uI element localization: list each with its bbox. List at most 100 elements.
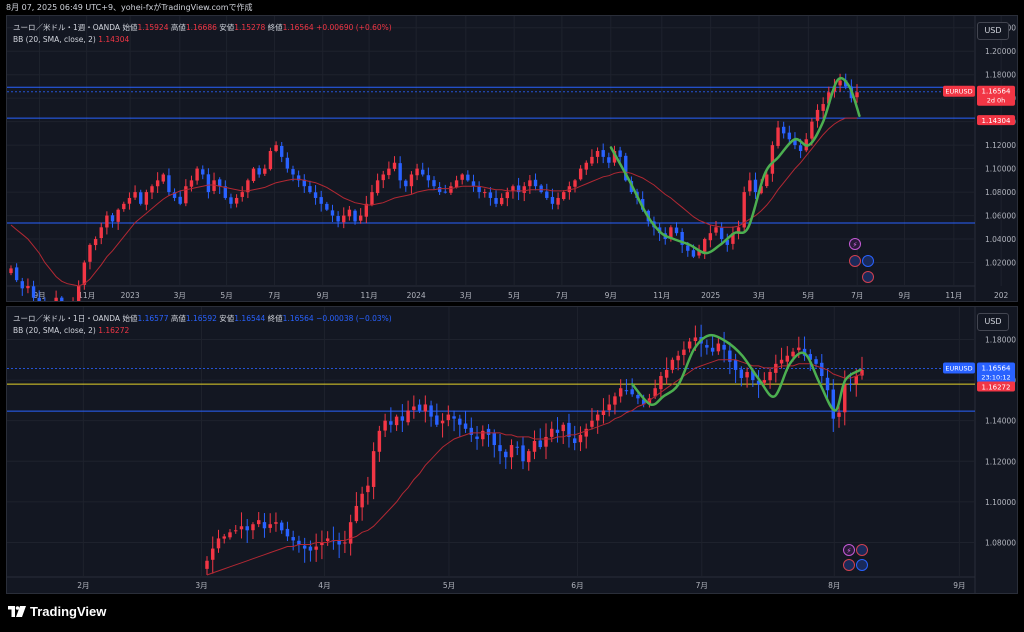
currency-button[interactable]: USD — [977, 313, 1009, 331]
candle — [680, 228, 684, 253]
candle-body — [556, 197, 560, 205]
candle — [331, 526, 336, 550]
candle — [539, 184, 543, 194]
daily-chart-pane[interactable]: 1.180001.160001.140001.120001.100001.080… — [6, 306, 1018, 594]
candle — [31, 280, 36, 301]
candle-body — [60, 297, 64, 301]
candle-body — [375, 180, 380, 194]
candle — [624, 152, 628, 182]
price-axis — [975, 16, 1017, 301]
candle-body — [211, 548, 215, 560]
candle — [471, 174, 476, 192]
daily-chart-canvas[interactable]: 1.180001.160001.140001.120001.100001.080… — [7, 307, 1017, 593]
candle — [601, 143, 605, 164]
candle-body — [432, 180, 436, 187]
candle-body — [590, 156, 594, 164]
candle-body — [201, 169, 205, 175]
candle-body — [714, 227, 718, 233]
candle-body — [239, 526, 244, 530]
candle — [533, 173, 538, 191]
candle — [595, 147, 600, 164]
candle — [486, 424, 491, 447]
candle-body — [664, 369, 669, 378]
candle — [26, 278, 30, 294]
candle-body — [406, 410, 410, 423]
legend-change: −0.00038 (−0.03%) — [316, 314, 392, 323]
candle — [432, 176, 436, 190]
candle — [110, 212, 115, 228]
price-tag-value: 1.16564 — [982, 88, 1011, 96]
candle — [624, 378, 629, 395]
candle — [521, 436, 525, 470]
candle — [584, 160, 588, 175]
candle-body — [440, 420, 445, 424]
candle — [498, 433, 502, 465]
candle — [475, 426, 479, 450]
candle — [337, 532, 341, 559]
candle — [404, 179, 408, 192]
price-tag-bg — [977, 362, 1015, 383]
candle-body — [745, 371, 749, 378]
candle — [99, 222, 103, 245]
candle-body — [458, 418, 462, 425]
candle — [325, 201, 329, 212]
bb-label: BB (20, SMA, close, 2) — [13, 326, 96, 335]
candle-body — [641, 399, 646, 405]
weekly-chart-pane[interactable]: 1.220001.200001.180001.160001.140001.120… — [6, 15, 1018, 302]
candle — [719, 222, 724, 246]
x-tick-label: 7月 — [268, 291, 280, 300]
candle — [381, 170, 385, 189]
candle-body — [353, 210, 357, 222]
candle — [682, 341, 686, 366]
currency-button[interactable]: USD — [977, 22, 1009, 40]
candle-body — [618, 150, 622, 157]
x-tick-label: 7月 — [556, 291, 568, 300]
candle-body — [708, 233, 713, 241]
x-tick-label: 5月 — [220, 291, 232, 300]
candle — [212, 172, 216, 195]
candle-body — [770, 145, 775, 174]
legend-close-value: 1.16564 — [282, 23, 314, 32]
candle-body — [640, 199, 645, 210]
candle — [184, 179, 188, 207]
candle — [172, 188, 177, 202]
candle-body — [291, 169, 295, 175]
y-tick-label: 1.18000 — [985, 335, 1016, 344]
candle — [72, 297, 74, 301]
candle — [195, 166, 199, 185]
candle — [330, 204, 335, 223]
candle-body — [240, 192, 244, 197]
candle-body — [550, 196, 555, 204]
candle-body — [155, 180, 160, 187]
candle — [854, 369, 858, 397]
candle-body — [412, 406, 416, 410]
candle-body — [578, 434, 583, 443]
candle — [860, 356, 864, 380]
candle-body — [116, 209, 120, 222]
candle-body — [212, 180, 216, 191]
weekly-chart-canvas[interactable]: 1.220001.200001.180001.160001.140001.120… — [7, 16, 1017, 301]
bb-basis-line — [206, 359, 863, 576]
candle-body — [358, 215, 363, 221]
candle-body — [423, 404, 428, 412]
candle — [60, 296, 64, 301]
candle — [144, 189, 149, 211]
candle — [133, 185, 137, 200]
candle-body — [172, 192, 177, 198]
candle-body — [245, 526, 249, 531]
candle — [590, 149, 594, 167]
candle — [653, 379, 657, 399]
candle — [463, 410, 468, 433]
legend-low-label: 安値 — [219, 314, 235, 323]
candle — [319, 190, 323, 212]
lightning-glyph: ⚡ — [853, 241, 858, 249]
candle — [88, 243, 92, 270]
x-tick-label: 3月 — [174, 291, 186, 300]
candle — [528, 175, 532, 194]
x-tick-label: 3月 — [753, 291, 765, 300]
candle-body — [624, 390, 629, 392]
candle-body — [854, 376, 858, 384]
candle — [776, 120, 780, 149]
candle — [392, 156, 397, 172]
candle — [736, 220, 741, 240]
